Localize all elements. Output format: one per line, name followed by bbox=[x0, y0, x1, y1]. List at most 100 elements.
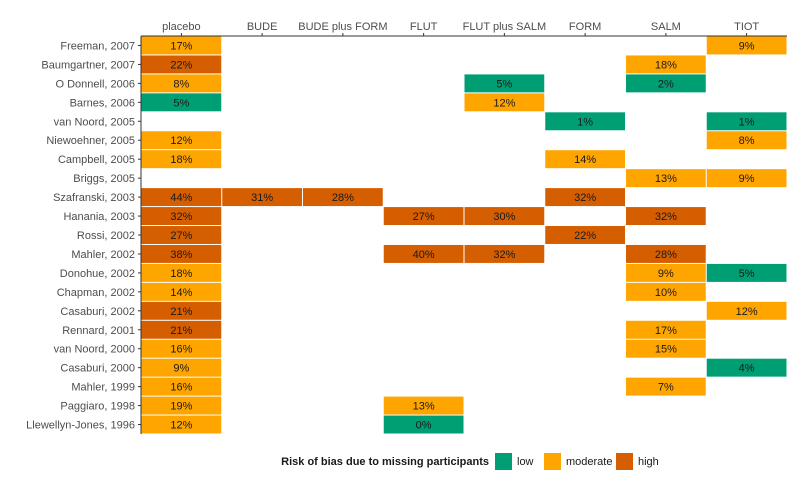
cell-label-rossi-2002-placebo: 27% bbox=[170, 230, 192, 242]
cell-label-donohue-2002-placebo: 18% bbox=[170, 268, 192, 280]
cell-label-mahler-2002-flut: 40% bbox=[413, 249, 435, 261]
cell-label-casaburi-2000-tiot: 4% bbox=[739, 363, 755, 375]
cell-label-hanania-2003-salm: 32% bbox=[655, 211, 677, 223]
cell-freeman-2007-tiot bbox=[706, 36, 787, 55]
cell-mahler-2002-salm bbox=[626, 244, 706, 263]
cell-hanania-2003-salm bbox=[626, 207, 706, 226]
cell-label-donohue-2002-salm: 9% bbox=[658, 268, 674, 280]
cell-label-campbell-2005-placebo: 18% bbox=[170, 154, 192, 166]
cell-casaburi-2000-tiot bbox=[706, 358, 787, 377]
y-tick-label-casaburi-2000: Casaburi, 2000 bbox=[60, 363, 135, 375]
cell-donohue-2002-placebo bbox=[141, 263, 222, 282]
cell-label-freeman-2007-placebo: 17% bbox=[170, 40, 192, 52]
cell-label-casaburi-2002-tiot: 12% bbox=[736, 306, 758, 318]
legend-title: Risk of bias due to missing participants bbox=[281, 456, 489, 468]
cell-label-baumgartner-2007-salm: 18% bbox=[655, 59, 677, 71]
legend-label-high: high bbox=[638, 456, 659, 468]
y-tick-label-donohue-2002: Donohue, 2002 bbox=[60, 268, 135, 280]
cell-llewellyn-jones-1996-flut bbox=[383, 415, 464, 434]
y-tick-label-van-noord-2005: van Noord, 2005 bbox=[54, 116, 135, 128]
cell-van-noord-2000-placebo bbox=[141, 339, 222, 358]
cell-rennard-2001-placebo bbox=[141, 320, 222, 339]
cell-label-van-noord-2005-tiot: 1% bbox=[739, 116, 755, 128]
cell-niewoehner-2005-placebo bbox=[141, 131, 222, 150]
cell-rossi-2002-form bbox=[545, 226, 625, 244]
x-tick-label-flut-plus-salm: FLUT plus SALM bbox=[463, 21, 547, 33]
legend-label-moderate: moderate bbox=[566, 456, 612, 468]
cell-label-casaburi-2002-placebo: 21% bbox=[170, 306, 192, 318]
cell-szafranski-2003-bude bbox=[222, 188, 302, 207]
cell-mahler-1999-placebo bbox=[141, 377, 222, 396]
cell-label-niewoehner-2005-tiot: 8% bbox=[739, 135, 755, 147]
cell-paggiaro-1998-placebo bbox=[141, 396, 222, 415]
cell-label-o-donnell-2006-salm: 2% bbox=[658, 78, 674, 90]
cell-label-o-donnell-2006-flut-plus-salm: 5% bbox=[496, 78, 512, 90]
cell-rennard-2001-salm bbox=[626, 320, 706, 339]
cell-chapman-2002-salm bbox=[626, 282, 706, 301]
cell-paggiaro-1998-flut bbox=[383, 396, 464, 415]
cell-o-donnell-2006-flut-plus-salm bbox=[464, 74, 545, 93]
cell-label-niewoehner-2005-placebo: 12% bbox=[170, 135, 192, 147]
cell-hanania-2003-flut-plus-salm bbox=[464, 207, 545, 226]
cell-hanania-2003-placebo bbox=[141, 207, 222, 226]
cell-label-mahler-2002-salm: 28% bbox=[655, 249, 677, 261]
x-axis: placebo BUDE BUDE plus FORM FLUT FLUT plus S… bbox=[141, 21, 787, 37]
cell-van-noord-2005-form bbox=[545, 112, 625, 131]
x-tick-label-bude-plus-form: BUDE plus FORM bbox=[298, 21, 387, 33]
x-tick-label-bude: BUDE bbox=[247, 21, 278, 33]
x-tick-label-form: FORM bbox=[569, 21, 601, 33]
cell-label-chapman-2002-placebo: 14% bbox=[170, 287, 192, 299]
cell-mahler-2002-flut-plus-salm bbox=[464, 244, 545, 263]
cell-hanania-2003-flut bbox=[383, 207, 464, 226]
y-tick-label-freeman-2007: Freeman, 2007 bbox=[60, 40, 135, 52]
cell-szafranski-2003-bude-plus-form bbox=[303, 188, 383, 207]
cell-baumgartner-2007-salm bbox=[626, 55, 706, 74]
cell-label-rennard-2001-salm: 17% bbox=[655, 325, 677, 337]
y-tick-label-rossi-2002: Rossi, 2002 bbox=[77, 230, 135, 242]
cell-label-szafranski-2003-bude: 31% bbox=[251, 192, 273, 204]
heatmap-cells: 17% 9% 22% 18% 8% 5% 2% 5% 12% 1% 1% 12% 8% 18% 14% 13%… bbox=[141, 36, 787, 434]
cell-label-briggs-2005-salm: 13% bbox=[655, 173, 677, 185]
y-tick-label-llewellyn-jones-1996: Llewellyn-Jones, 1996 bbox=[26, 420, 135, 432]
y-tick-label-van-noord-2000: van Noord, 2000 bbox=[54, 344, 135, 356]
x-tick-label-placebo: placebo bbox=[162, 21, 201, 33]
cell-label-briggs-2005-tiot: 9% bbox=[739, 173, 755, 185]
cell-label-donohue-2002-tiot: 5% bbox=[739, 268, 755, 280]
cell-label-llewellyn-jones-1996-flut: 0% bbox=[416, 420, 432, 432]
y-tick-label-mahler-1999: Mahler, 1999 bbox=[71, 382, 135, 394]
cell-label-campbell-2005-form: 14% bbox=[574, 154, 596, 166]
cell-freeman-2007-placebo bbox=[141, 36, 222, 55]
cell-label-hanania-2003-flut-plus-salm: 30% bbox=[493, 211, 515, 223]
cell-label-van-noord-2000-placebo: 16% bbox=[170, 344, 192, 356]
cell-mahler-2002-flut bbox=[383, 244, 464, 263]
cell-label-szafranski-2003-bude-plus-form: 28% bbox=[332, 192, 354, 204]
y-tick-label-chapman-2002: Chapman, 2002 bbox=[57, 287, 135, 299]
cell-rossi-2002-placebo bbox=[141, 226, 222, 244]
cell-llewellyn-jones-1996-placebo bbox=[141, 415, 222, 434]
y-tick-label-mahler-2002: Mahler, 2002 bbox=[71, 249, 135, 261]
legend-label-low: low bbox=[517, 456, 534, 468]
cell-briggs-2005-salm bbox=[626, 169, 706, 188]
cell-casaburi-2002-placebo bbox=[141, 301, 222, 320]
cell-label-barnes-2006-placebo: 5% bbox=[173, 97, 189, 109]
cell-label-paggiaro-1998-flut: 13% bbox=[413, 401, 435, 413]
y-tick-label-barnes-2006: Barnes, 2006 bbox=[70, 97, 135, 109]
cell-briggs-2005-tiot bbox=[706, 169, 787, 188]
cell-label-szafranski-2003-placebo: 44% bbox=[170, 192, 192, 204]
cell-label-szafranski-2003-form: 32% bbox=[574, 192, 596, 204]
y-tick-label-szafranski-2003: Szafranski, 2003 bbox=[53, 192, 135, 204]
y-tick-label-niewoehner-2005: Niewoehner, 2005 bbox=[46, 135, 135, 147]
y-tick-label-hanania-2003: Hanania, 2003 bbox=[63, 211, 135, 223]
cell-campbell-2005-form bbox=[545, 150, 625, 169]
y-tick-label-o-donnell-2006: O Donnell, 2006 bbox=[56, 78, 136, 90]
cell-label-llewellyn-jones-1996-placebo: 12% bbox=[170, 420, 192, 432]
cell-o-donnell-2006-salm bbox=[626, 74, 706, 93]
cell-label-barnes-2006-flut-plus-salm: 12% bbox=[493, 97, 515, 109]
cell-label-mahler-2002-placebo: 38% bbox=[170, 249, 192, 261]
cell-mahler-1999-salm bbox=[626, 377, 706, 396]
cell-szafranski-2003-form bbox=[545, 188, 625, 207]
cell-casaburi-2002-tiot bbox=[706, 301, 787, 320]
legend-key-high bbox=[616, 453, 633, 470]
cell-van-noord-2005-tiot bbox=[706, 112, 787, 131]
